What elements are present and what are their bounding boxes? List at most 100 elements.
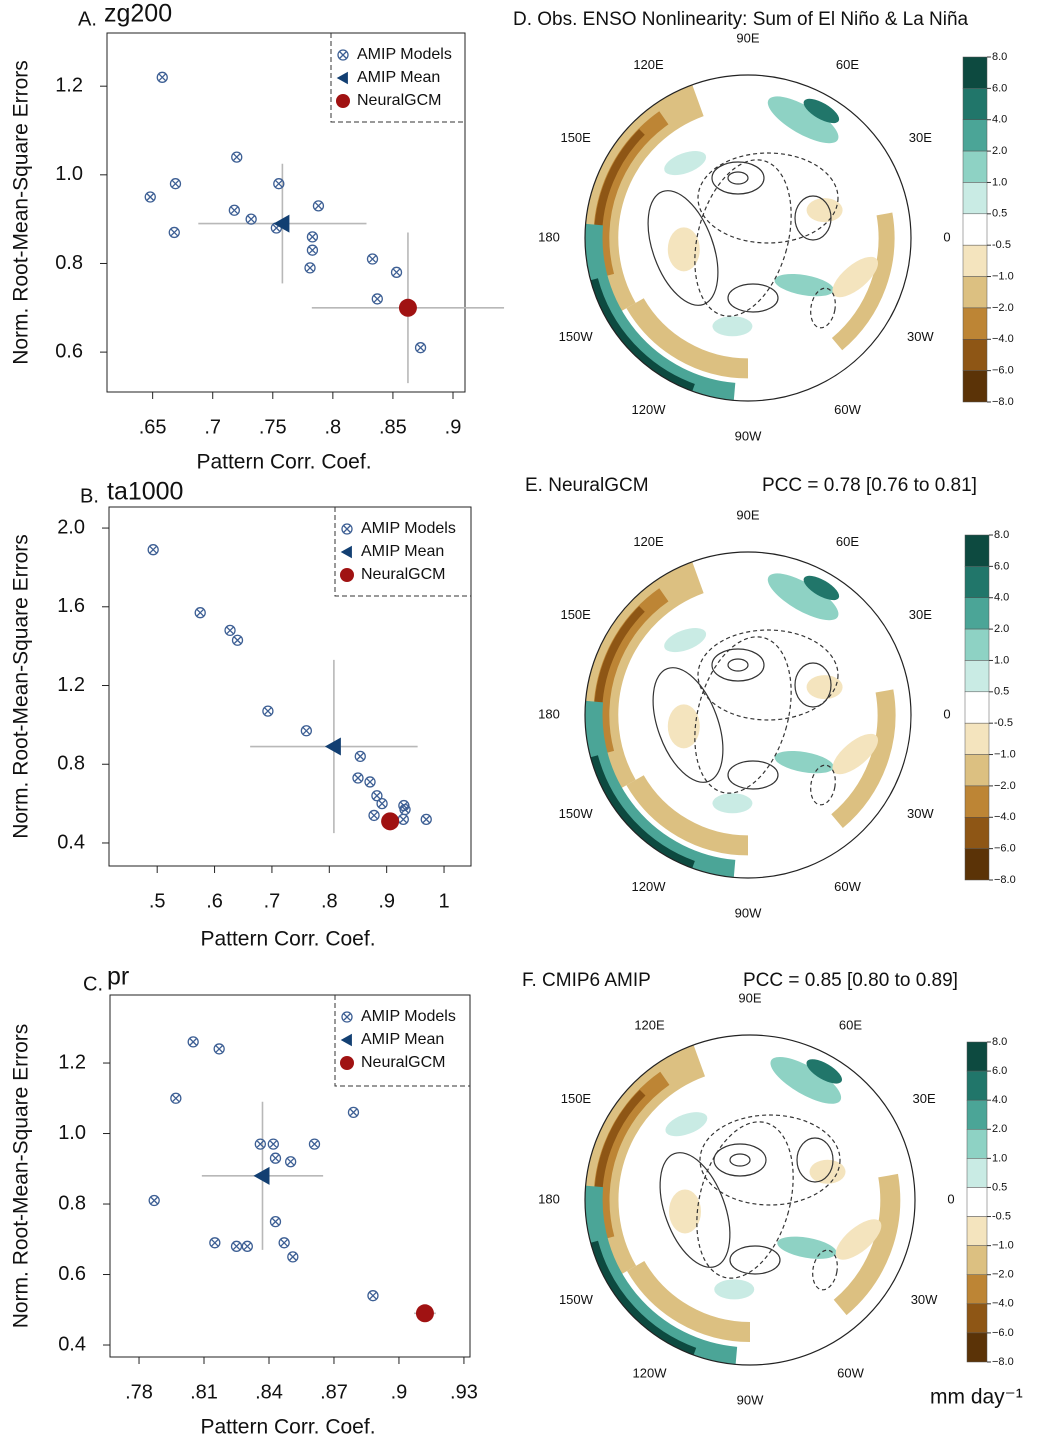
point: [376, 798, 388, 810]
map-field: [585, 552, 911, 878]
contour: [711, 161, 765, 195]
colorbar-bin: [964, 754, 990, 787]
point: [213, 1043, 225, 1055]
colorbar-label: 2.0: [992, 145, 1007, 157]
colorbar-label: 2.0: [994, 623, 1009, 635]
point: [371, 293, 383, 305]
longitude-label: 180: [538, 706, 560, 721]
shading-patch: [664, 628, 707, 653]
contour: [810, 764, 836, 806]
colorbar-bin: [964, 817, 990, 849]
point: [148, 1194, 160, 1207]
point: [245, 213, 257, 225]
longitude-label: 60E: [836, 57, 859, 72]
contour: [727, 171, 749, 185]
longitude-label: 120E: [634, 1017, 665, 1032]
point: [278, 1237, 290, 1249]
colorbar-label: 8.0: [992, 1036, 1007, 1048]
y-tick-label: 0.8: [58, 1192, 86, 1214]
colorbar-bin: [966, 1099, 988, 1130]
legend-label: NeuralGCM: [361, 1054, 445, 1071]
longitude-label: 60E: [836, 534, 859, 549]
map-field: [585, 1035, 915, 1365]
longitude-label: 60W: [834, 402, 861, 417]
shading-patch: [774, 751, 834, 774]
shading-patch: [767, 96, 839, 144]
shading-band: [586, 755, 695, 873]
colorbar-bin: [966, 1216, 988, 1246]
longitude-label: 150W: [559, 329, 594, 344]
shading-band: [833, 1173, 901, 1316]
contour: [729, 1153, 751, 1167]
y-tick-label: 2.0: [57, 516, 85, 538]
colorbar-bin: [966, 1158, 988, 1188]
longitude-label: 90E: [736, 507, 759, 522]
legend-marker: [340, 1033, 352, 1047]
colorbar-bin: [962, 213, 988, 246]
shading-patch: [665, 1112, 708, 1137]
longitude-label: 90W: [735, 428, 762, 443]
point: [397, 813, 409, 825]
colorbar-label: -0.5: [992, 1210, 1011, 1222]
point: [262, 705, 274, 717]
shading-patch: [770, 1056, 842, 1104]
x-tick-label: .9: [378, 890, 395, 912]
point: [308, 1138, 321, 1150]
point: [324, 737, 341, 756]
point: [269, 1152, 282, 1164]
point: [390, 266, 403, 278]
panel-label: A.: [78, 8, 97, 30]
colorbar-label: −6.0: [994, 843, 1016, 855]
legend-marker: [336, 94, 350, 108]
map-title: E. NeuralGCM: [525, 475, 649, 496]
longitude-label: 30W: [907, 329, 934, 344]
longitude-label: 0: [947, 1191, 954, 1206]
x-tick-label: .84: [255, 1381, 283, 1403]
contour: [652, 667, 724, 783]
contour: [796, 1137, 834, 1183]
point: [144, 191, 156, 203]
legend-frame: [334, 507, 471, 597]
longitude-label: 120W: [633, 1366, 668, 1381]
x-tick-label: .65: [139, 416, 167, 438]
point: [354, 750, 366, 762]
colorbar-label: -0.5: [992, 239, 1011, 251]
colorbar-label: 0.5: [994, 686, 1009, 698]
x-tick-label: .9: [391, 1381, 408, 1403]
colorbar-bin: [966, 1041, 988, 1072]
y-tick-label: 1.2: [55, 74, 83, 96]
y-tick-label: 0.4: [58, 1333, 86, 1355]
pcc-annotation: PCC = 0.78 [0.76 to 0.81]: [762, 475, 977, 496]
y-tick-label: 0.8: [55, 252, 83, 274]
point: [287, 1251, 299, 1263]
map-background: [585, 1035, 915, 1365]
y-tick-label: 1.0: [55, 163, 83, 185]
legend-label: AMIP Models: [361, 1008, 456, 1025]
contour: [713, 1143, 767, 1177]
point: [304, 262, 316, 274]
colorbar-bin: [964, 660, 990, 693]
longitude-label: 120W: [632, 879, 667, 894]
x-tick-label: .85: [379, 416, 407, 438]
y-tick-label: 1.6: [57, 595, 85, 617]
colorbar-label: 6.0: [992, 1065, 1007, 1077]
colorbar-bin: [962, 56, 988, 89]
contour: [696, 1121, 794, 1279]
shading-band: [831, 689, 896, 829]
colorbar-label: 1.0: [992, 1152, 1007, 1164]
colorbar-label: 4.0: [994, 592, 1009, 604]
colorbar-bin: [962, 370, 988, 403]
colorbar-bin: [962, 150, 988, 183]
longitude-label: 60W: [837, 1366, 864, 1381]
shading-patch: [767, 573, 839, 621]
colorbar-bin: [964, 566, 990, 598]
legend-marker: [340, 568, 354, 582]
longitude-label: 60E: [839, 1017, 862, 1032]
point: [399, 803, 411, 816]
shading-patch: [667, 227, 700, 272]
contour: [694, 636, 792, 794]
y-tick-label: 0.8: [57, 753, 85, 775]
longitude-label: 30E: [909, 130, 932, 145]
legend-label: NeuralGCM: [357, 92, 441, 109]
